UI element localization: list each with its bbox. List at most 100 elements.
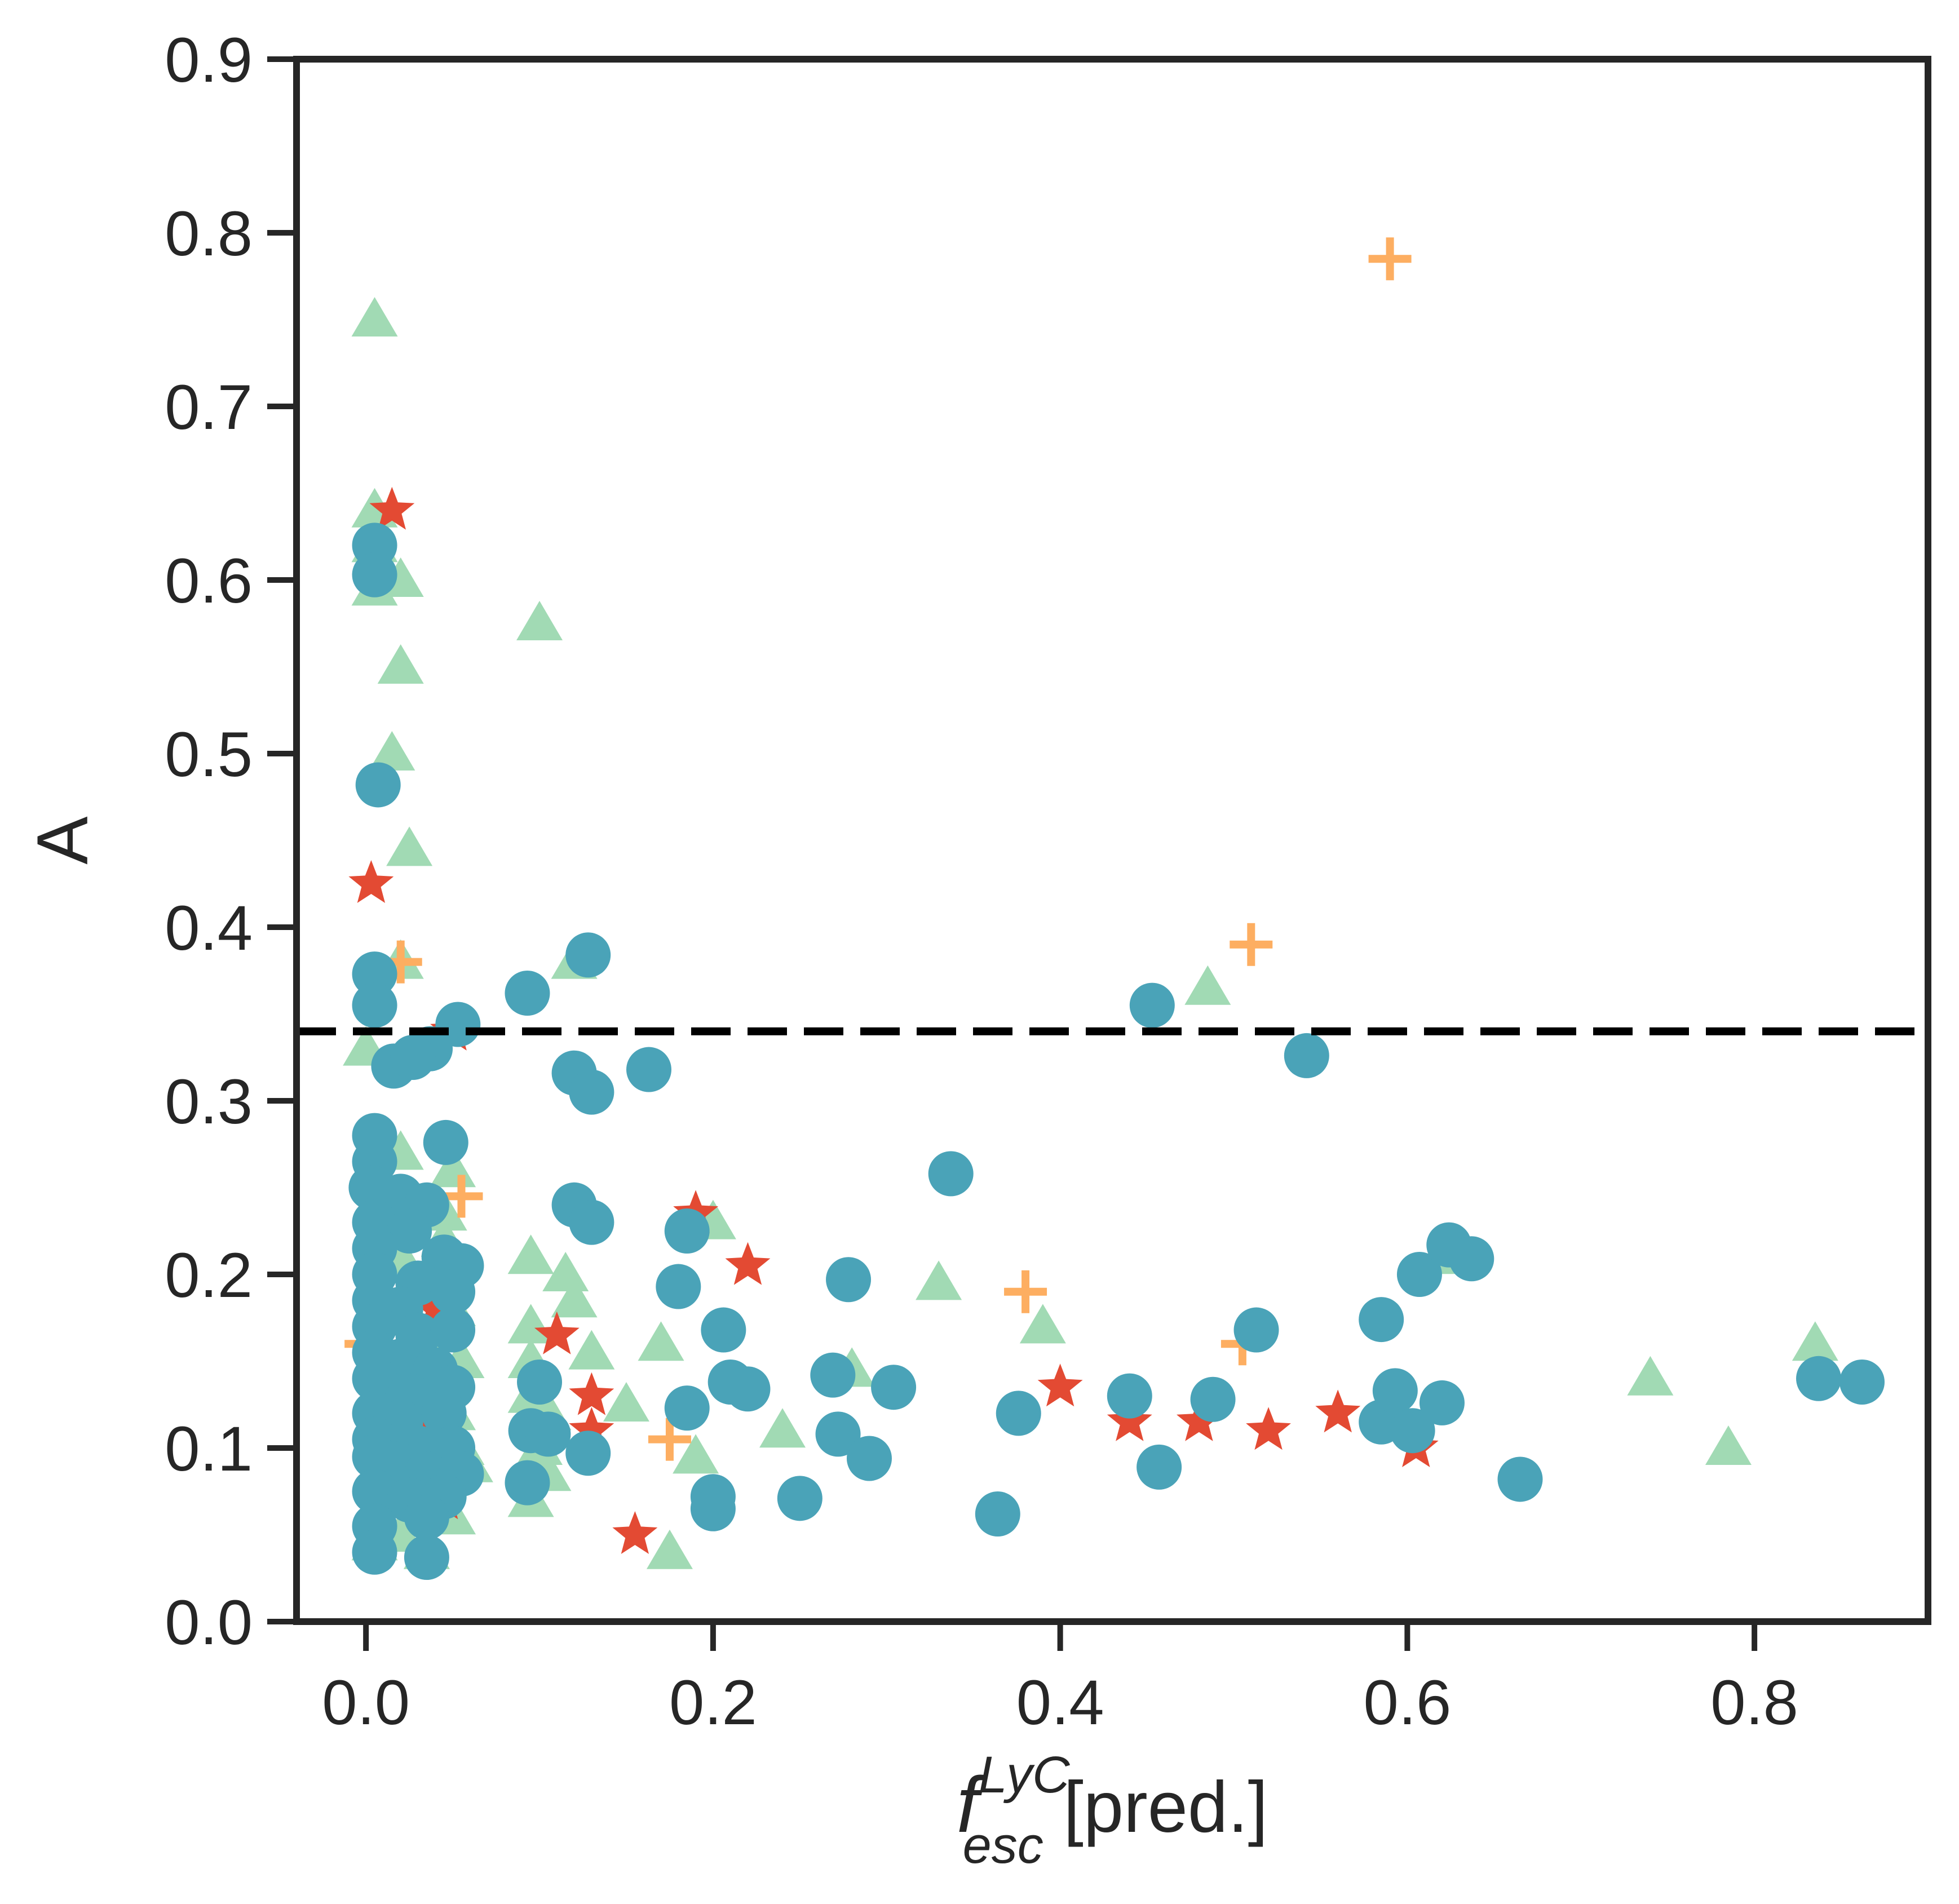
circle-point xyxy=(423,1119,468,1165)
star-point xyxy=(1037,1363,1083,1407)
triangle-point xyxy=(377,644,424,684)
circle-point xyxy=(517,1359,563,1405)
y-tick-label: 0.8 xyxy=(165,198,253,269)
circle-point xyxy=(1359,1297,1404,1343)
x-tick-label: 0.4 xyxy=(1016,1667,1104,1738)
circle-point xyxy=(815,1411,861,1457)
y-tick-label: 0.6 xyxy=(165,546,253,616)
triangle-point xyxy=(568,1330,615,1370)
triangle-point xyxy=(507,1234,554,1274)
x-axis-label-sub: esc xyxy=(963,1817,1043,1874)
star-point xyxy=(569,1407,614,1450)
circle-point xyxy=(928,1151,974,1197)
circle-point xyxy=(505,971,550,1016)
circle-point xyxy=(996,1391,1041,1436)
circle-point xyxy=(846,1436,892,1481)
circle-point xyxy=(777,1476,822,1521)
circle-point xyxy=(505,1460,550,1506)
y-axis-label: A xyxy=(23,816,103,865)
star-point xyxy=(413,1285,458,1329)
circle-point xyxy=(1107,1373,1152,1419)
triangle-point xyxy=(551,1278,598,1318)
circle-point xyxy=(565,932,611,978)
triangle-point xyxy=(603,1382,649,1422)
circle-point xyxy=(810,1352,856,1398)
y-tick-label: 0.1 xyxy=(165,1414,253,1484)
x-axis-label: fLyC esc [pred.] xyxy=(957,1746,1268,1874)
triangle-point xyxy=(542,1252,589,1291)
circle-point xyxy=(1129,982,1175,1028)
x-tick-label: 0.6 xyxy=(1364,1667,1452,1738)
circle-point xyxy=(404,1535,449,1580)
plus-point xyxy=(1004,1270,1047,1313)
circle-point xyxy=(871,1365,917,1410)
data-marks xyxy=(343,237,1885,1580)
triangle-point xyxy=(1792,1321,1838,1361)
star-point xyxy=(1246,1407,1291,1450)
y-tick-label: 0.0 xyxy=(165,1587,253,1658)
x-axis-label-sup: LyC xyxy=(979,1746,1071,1804)
plus-point xyxy=(648,1418,691,1461)
circle-point xyxy=(975,1491,1020,1537)
circle-point xyxy=(565,1431,611,1476)
star-point xyxy=(348,860,394,903)
y-tick-label: 0.3 xyxy=(165,1066,253,1137)
circle-point xyxy=(352,1356,397,1401)
circle-point xyxy=(1372,1368,1418,1414)
star-point xyxy=(1315,1389,1361,1433)
plus-point xyxy=(1230,923,1273,966)
circle-point xyxy=(525,1411,571,1457)
triangle-point xyxy=(1705,1425,1752,1465)
circle-point xyxy=(355,762,401,808)
circle-point xyxy=(390,1035,436,1080)
star-point xyxy=(534,1311,580,1354)
triangle-point xyxy=(369,731,415,771)
circle-point xyxy=(1449,1236,1494,1282)
circle-point xyxy=(1419,1380,1465,1425)
y-tick-label: 0.2 xyxy=(165,1240,253,1310)
star-point xyxy=(1177,1398,1222,1441)
triangle-point xyxy=(759,1408,806,1448)
triangle-point xyxy=(638,1321,684,1361)
star-point xyxy=(569,1372,614,1415)
triangle-point xyxy=(386,826,433,866)
circle-point xyxy=(1796,1356,1842,1401)
circle-point xyxy=(1390,1408,1435,1454)
circle-point xyxy=(1839,1359,1885,1405)
circle-point xyxy=(1497,1456,1543,1502)
circle-point xyxy=(1284,1033,1329,1078)
triangle-point xyxy=(1019,1304,1066,1344)
circle-point xyxy=(430,1307,476,1353)
plot-frame xyxy=(293,56,1931,1625)
circle-point xyxy=(701,1307,746,1353)
circle-point xyxy=(352,1529,397,1575)
circle-point xyxy=(826,1257,872,1303)
circle-point xyxy=(430,1269,476,1314)
star-point xyxy=(725,1242,771,1285)
y-tick-label: 0.7 xyxy=(165,372,253,442)
star-point xyxy=(369,486,415,530)
circle-point xyxy=(656,1264,701,1309)
plus-point xyxy=(1368,237,1412,281)
y-tick-label: 0.5 xyxy=(165,719,253,790)
triangle-point xyxy=(351,297,398,336)
circle-point xyxy=(664,1385,710,1431)
triangle-point xyxy=(646,1529,693,1569)
x-tick-label: 0.0 xyxy=(322,1667,410,1738)
x-tick-label: 0.8 xyxy=(1710,1667,1798,1738)
circle-point xyxy=(690,1486,736,1531)
circle-point xyxy=(725,1366,771,1412)
star-point xyxy=(1107,1398,1152,1441)
circle-point xyxy=(387,1208,432,1254)
x-tick-label: 0.2 xyxy=(669,1667,757,1738)
y-tick-label: 0.9 xyxy=(165,25,253,95)
triangle-point xyxy=(1184,965,1231,1005)
circle-point xyxy=(626,1047,671,1092)
circle-point xyxy=(352,982,397,1028)
circle-point xyxy=(352,1469,397,1514)
x-axis: 0.0 0.2 0.4 0.6 0.8 xyxy=(322,1622,1798,1738)
circle-point xyxy=(664,1208,710,1254)
circle-point xyxy=(1137,1444,1182,1490)
